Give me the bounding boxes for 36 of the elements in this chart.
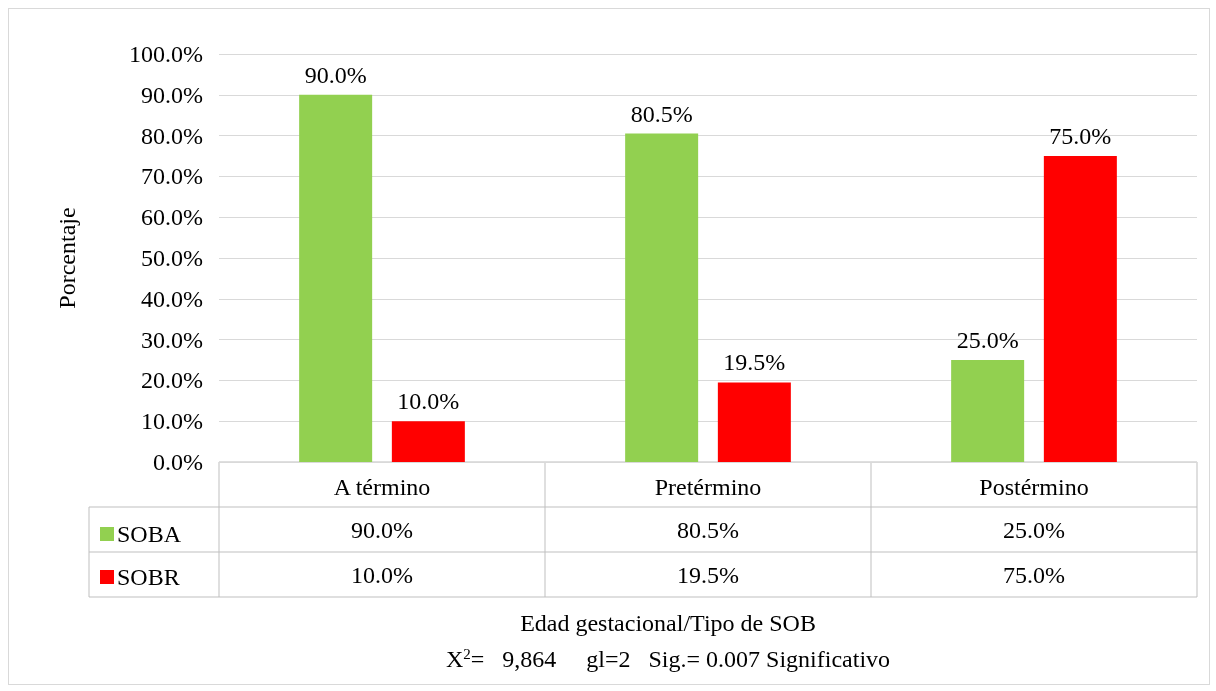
data-label: 25.0% (1003, 516, 1065, 543)
text: 10.0% (397, 388, 460, 415)
bar (1043, 156, 1117, 462)
legend-label: SOBA (117, 521, 182, 547)
y-tick-label: 100.0% (129, 41, 203, 67)
data-label: 19.5% (677, 561, 739, 588)
y-tick-label: 50.0% (141, 245, 203, 271)
bar (717, 382, 791, 462)
y-tick-label: 30.0% (141, 326, 203, 353)
text: 25.0% (956, 327, 1019, 353)
x-axis-title: Edad gestacional/Tipo de SOB (520, 610, 816, 636)
y-tick-label: 0.0% (153, 449, 203, 475)
data-label: 75.0% (1003, 561, 1065, 588)
x-tick-label: A término (333, 474, 431, 500)
y-tick-label: 20.0% (141, 367, 203, 394)
data-label: 80.5% (677, 516, 739, 543)
legend-label: SOBR (117, 564, 180, 590)
y-tick-label: 80.0% (141, 122, 203, 149)
bar (391, 421, 465, 462)
text: 90.0% (304, 61, 367, 88)
bar (299, 94, 373, 462)
text: 19.5% (723, 349, 786, 376)
y-tick-label: 70.0% (141, 163, 203, 190)
x-tick-label: Postérmino (979, 474, 1089, 500)
y-tick-label: 40.0% (141, 285, 203, 312)
y-axis-title: Porcentaje (54, 207, 80, 309)
text: 80.5% (630, 100, 693, 127)
data-label: 90.0% (351, 516, 413, 543)
bar (951, 360, 1025, 462)
bar (625, 133, 699, 462)
text: 75.0% (1049, 123, 1112, 149)
y-tick-label: 10.0% (141, 408, 203, 435)
y-tick-label: 90.0% (141, 81, 203, 108)
y-tick-label: 60.0% (141, 204, 203, 231)
data-label: 10.0% (351, 561, 413, 588)
x-tick-label: Pretérmino (654, 474, 762, 500)
